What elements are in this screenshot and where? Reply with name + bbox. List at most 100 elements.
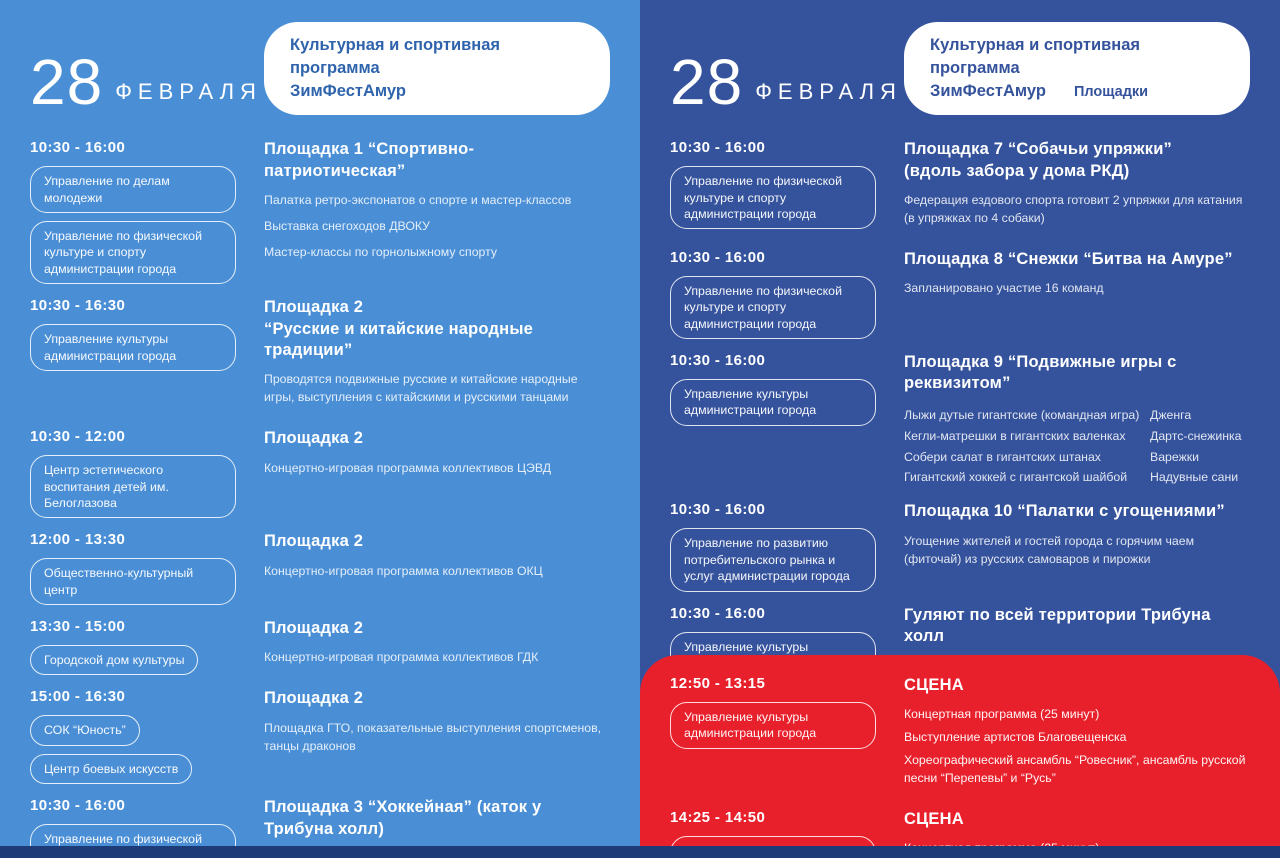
organizer-pill-list: Общественно-культурный центр	[30, 558, 236, 605]
venue-title: Площадка 1 “Спортивно- патриотическая”	[264, 140, 475, 180]
program-title-line1: Культурная и спортивная программа	[290, 36, 501, 78]
organizer-pill: Управление по делам молодежи	[30, 166, 236, 214]
time-column: 13:30 - 15:00 Городской дом культуры	[30, 618, 236, 676]
schedule-row: 10:30 - 16:30 Управление культуры админис…	[30, 297, 610, 415]
date-month: ФЕВРАЛЯ	[115, 79, 262, 105]
organizer-pill: Управление культуры администрации города	[30, 324, 236, 371]
venue-title: Площадка 2	[264, 532, 364, 551]
program-item-list: Федерация ездового спорта готовит 2 упря…	[904, 192, 1250, 228]
time-range: 14:25 - 14:50	[670, 808, 766, 826]
time-column: 10:30 - 16:00 Управление культуры админис…	[670, 352, 876, 426]
program-item: Концертно-игровая программа коллективов …	[264, 563, 543, 578]
program-item: Проводятся подвижные русские и китайские…	[264, 372, 578, 405]
program-item: Федерация ездового спорта готовит 2 упря…	[904, 193, 1243, 225]
organizer-pill: Управление по физической культуре и спор…	[30, 221, 236, 285]
organizer-pill-list: Управление по физической культуре и спор…	[670, 166, 876, 230]
program-brand: ЗимФестАмур	[930, 82, 1046, 101]
schedule-row: 12:00 - 13:30 Общественно-культурный цент…	[30, 531, 610, 605]
time-column: 10:30 - 12:00 Центр эстетического воспита…	[30, 428, 236, 519]
time-range: 10:30 - 16:00	[670, 604, 766, 622]
program-item: Палатка ретро-экспонатов о спорте и маст…	[264, 193, 572, 208]
program-item-list: Проводятся подвижные русские и китайские…	[264, 371, 610, 407]
time-range: 10:30 - 12:00	[30, 428, 126, 446]
game-item: Дженга	[1150, 407, 1192, 422]
venue-title: Площадка 2 “Русские и китайские народные…	[264, 298, 533, 360]
venue-title: Площадка 7 “Собачьи упряжки” (вдоль забо…	[904, 140, 1172, 180]
program-brand: ЗимФестАмур	[290, 82, 406, 101]
content-column: Площадка 2 Концертно-игровая программа ко…	[264, 531, 610, 588]
venue-title: СЦЕНА	[904, 676, 964, 694]
schedule-row: 10:30 - 16:00 Управление по развитию потр…	[670, 501, 1250, 592]
content-column: Площадка 9 “Подвижные игры с реквизитом”…	[904, 352, 1250, 488]
program-item: Запланировано участие 16 команд	[904, 281, 1104, 296]
venue-title: Площадка 10 “Палатки с угощениями”	[904, 502, 1225, 521]
time-range: 10:30 - 16:00	[670, 501, 766, 519]
left-page-header: 28 ФЕВРАЛЯ Культурная и спортивная прогр…	[0, 0, 640, 116]
time-column: 12:50 - 13:15 Управление культуры админис…	[670, 675, 876, 749]
date: 28 ФЕВРАЛЯ	[670, 22, 896, 118]
right-page: 28 ФЕВРАЛЯ Культурная и спортивная прогр…	[640, 0, 1280, 858]
organizer-pill-list: Управление по развитию потребительского …	[670, 528, 876, 592]
stage-schedule-list: 12:50 - 13:15 Управление культуры админис…	[640, 655, 1280, 846]
organizer-pill: Общественно-культурный центр	[30, 558, 236, 605]
program-title-line2: ЗимФестАмур	[290, 80, 584, 103]
right-page-header: 28 ФЕВРАЛЯ Культурная и спортивная прогр…	[640, 0, 1280, 118]
schedule-row: 10:30 - 16:00 Управление по делам молодеж…	[30, 139, 610, 285]
content-column: Площадка 1 “Спортивно- патриотическая” Па…	[264, 139, 610, 269]
organizer-pill: Центр боевых искусств	[30, 753, 193, 785]
venue-title: Гуляют по всей территории Трибуна холл	[904, 605, 1211, 645]
stage-panel: 12:50 - 13:15 Управление культуры админис…	[640, 655, 1280, 846]
game-item: Дартс-снежинка	[1150, 428, 1242, 443]
organizer-pill: Управление культуры администрации города	[670, 378, 876, 426]
content-column: СЦЕНА Концертная программа (25 минут)Выст…	[904, 809, 1250, 846]
program-item: Концертно-игровая программа коллективов …	[264, 650, 539, 665]
content-column: Площадка 2 Концертно-игровая программа ко…	[264, 618, 610, 675]
time-range: 12:50 - 13:15	[670, 675, 766, 692]
organizer-pill-list: СОК “Юность” Центр боевых искусств	[30, 715, 236, 785]
program-title-pill: Культурная и спортивная программа ЗимФес…	[904, 22, 1250, 116]
program-item-list: Концертная программа (25 минут)Выступлен…	[904, 840, 1250, 846]
venue-title: Площадка 9 “Подвижные игры с реквизитом”	[904, 352, 1177, 393]
program-title-pill: Культурная и спортивная программа ЗимФес…	[264, 22, 610, 116]
program-item: Концертная программа (25 минут)	[904, 840, 1250, 846]
content-column: Площадка 10 “Палатки с угощениями” Угощен…	[904, 501, 1250, 576]
time-range: 10:30 - 16:00	[670, 351, 766, 369]
time-range: 10:30 - 16:00	[670, 248, 766, 266]
program-item: Выступление артистов Благовещенска	[904, 730, 1127, 745]
organizer-pill: Управление по физической культуре и спор…	[670, 166, 876, 230]
content-column: Площадка 7 “Собачьи упряжки” (вдоль забо…	[904, 139, 1250, 236]
time-column: 10:30 - 16:00 Управление по физической ку…	[670, 139, 876, 230]
time-range: 13:30 - 15:00	[30, 618, 126, 635]
time-range: 15:00 - 16:30	[30, 688, 126, 706]
time-column: 14:25 - 14:50 Управление культуры админис…	[670, 809, 876, 846]
schedule-row: 13:30 - 15:00 Городской дом культуры Площа…	[30, 618, 610, 676]
organizer-pill-list: Управление культуры администрации города	[30, 324, 236, 371]
content-column: СЦЕНА Концертная программа (25 минут)Выст…	[904, 675, 1250, 793]
organizer-pill: Управление культуры администрации города	[670, 835, 876, 846]
program-item: Концертно-игровая программа коллективов …	[264, 460, 552, 475]
program-title-line2: ЗимФестАмур Площадки	[930, 80, 1224, 103]
program-item-list: Концертная программа (25 минут)Выступлен…	[904, 706, 1250, 787]
venue-title: Площадка 2	[264, 619, 364, 637]
organizer-pill: СОК “Юность”	[30, 715, 140, 746]
program-item-list: Запланировано участие 16 команд	[904, 280, 1250, 298]
organizer-pill: Управление по развитию потребительского …	[670, 528, 876, 592]
venue-title: Площадка 8 “Снежки “Битва на Амуре”	[904, 249, 1233, 268]
organizer-pill: Центр эстетического воспитания детей им.…	[30, 455, 236, 519]
content-column: Площадка 8 “Снежки “Битва на Амуре” Запла…	[904, 249, 1250, 306]
game-item: Собери салат в гигантских штанах	[904, 449, 1101, 464]
footer-bar	[0, 846, 1280, 858]
games-list-col2: Дженга Дартс-снежинка Варежки Надувные сани	[1150, 405, 1250, 489]
content-column: Площадка 2 Площадка ГТО, показательные вы…	[264, 688, 610, 763]
content-column: Площадка 2 Концертно-игровая программа ко…	[264, 428, 610, 485]
date-day: 28	[670, 45, 744, 118]
program-item-list: Концертно-игровая программа коллективов …	[264, 649, 610, 667]
time-column: 12:00 - 13:30 Общественно-культурный цент…	[30, 531, 236, 605]
venue-title: Площадка 2	[264, 429, 364, 448]
schedule-row: 10:30 - 12:00 Центр эстетического воспита…	[30, 428, 610, 519]
date-month: ФЕВРАЛЯ	[755, 79, 902, 105]
time-column: 10:30 - 16:30 Управление культуры админис…	[30, 297, 236, 371]
time-range: 12:00 - 13:30	[30, 531, 126, 549]
venue-title: СЦЕНА	[904, 809, 964, 828]
time-column: 10:30 - 16:00 Управление по физической ку…	[670, 249, 876, 339]
